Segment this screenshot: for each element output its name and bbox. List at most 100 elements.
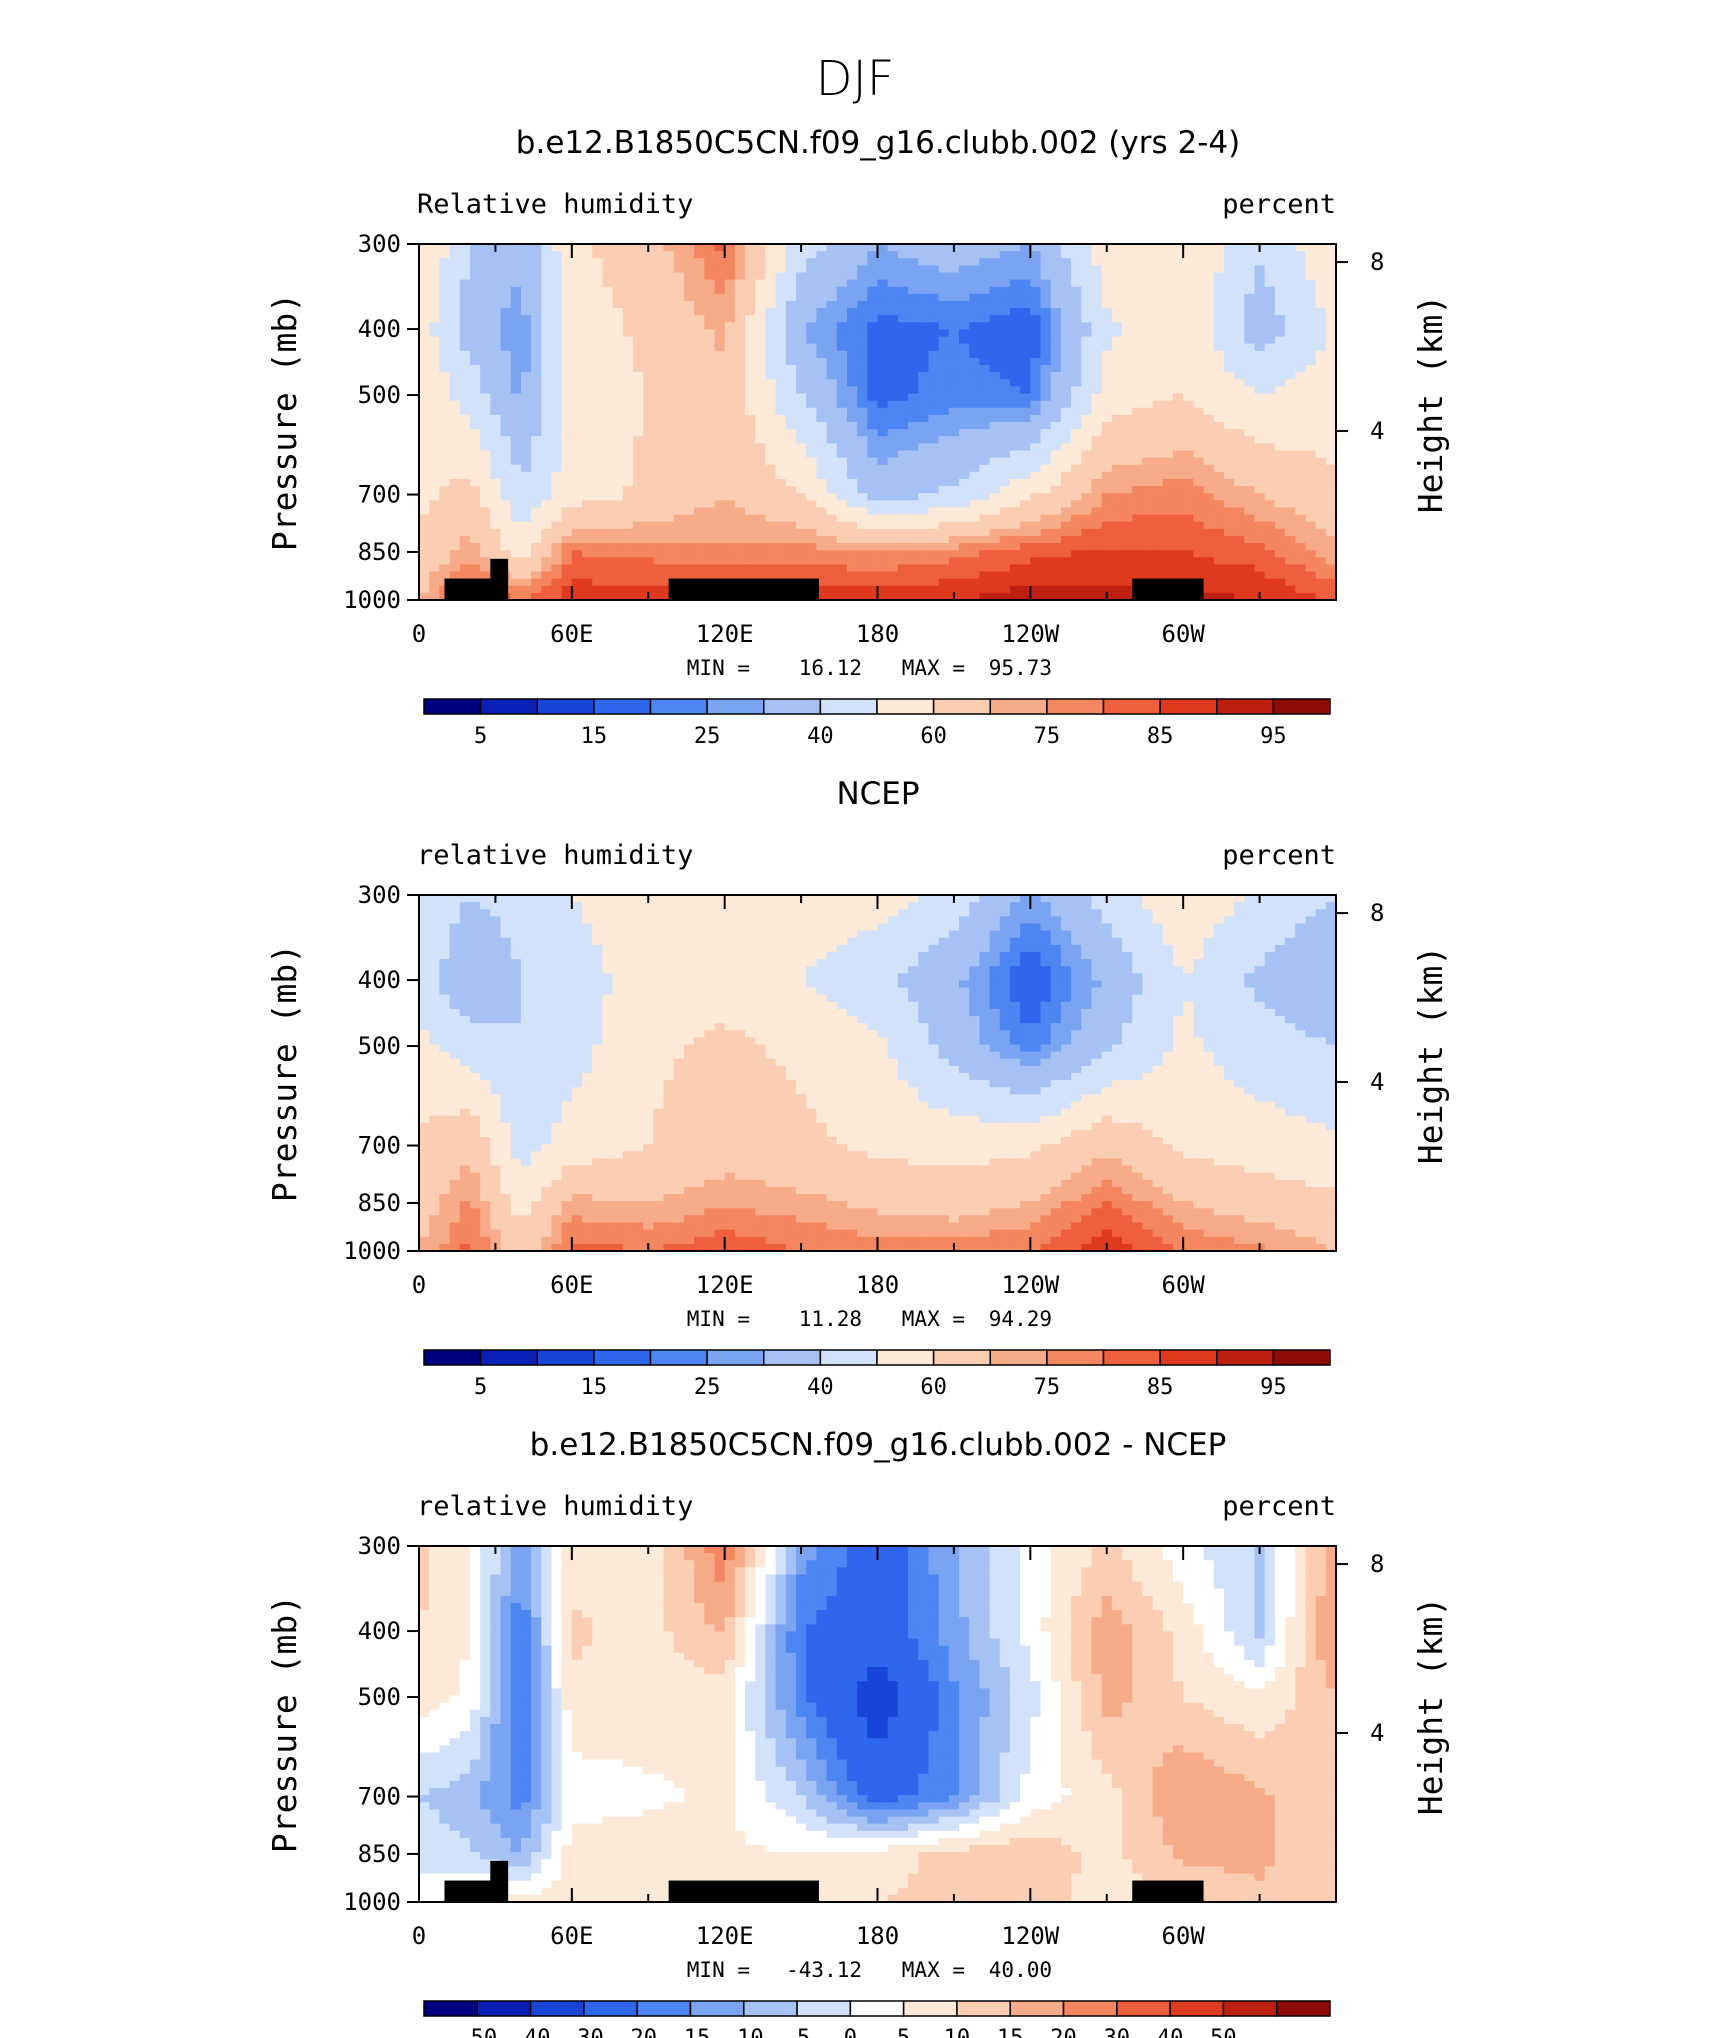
- contour-cell: [877, 535, 889, 544]
- contour-cell: [724, 265, 736, 274]
- contour-cell: [755, 279, 767, 288]
- contour-cell: [1234, 422, 1245, 430]
- contour-cell: [999, 251, 1011, 259]
- contour-cell: [1325, 393, 1337, 402]
- contour-cell: [1223, 372, 1235, 380]
- contour-cell: [745, 916, 756, 925]
- contour-cell: [582, 357, 593, 366]
- contour-cell: [1091, 592, 1103, 601]
- contour-cell: [704, 571, 716, 580]
- contour-cell: [1193, 357, 1205, 366]
- contour-cell: [999, 429, 1011, 437]
- contour-cell: [928, 258, 940, 266]
- contour-cell: [1264, 329, 1276, 338]
- contour-cell: [541, 909, 553, 917]
- contour-cell: [439, 300, 451, 309]
- contour-cell: [1142, 571, 1154, 580]
- contour-cell: [1315, 514, 1327, 523]
- contour-cell: [510, 422, 522, 430]
- contour-cell: [775, 500, 787, 509]
- contour-cell: [683, 414, 695, 423]
- contour-cell: [1244, 386, 1256, 395]
- contour-cell: [1122, 372, 1133, 380]
- contour-cell: [816, 393, 828, 402]
- contour-cell: [551, 486, 563, 494]
- contour-cell: [1264, 902, 1276, 910]
- contour-cell: [561, 244, 573, 252]
- contour-cell: [948, 258, 960, 266]
- contour-cell: [1162, 322, 1174, 331]
- contour-cell: [1152, 909, 1164, 917]
- contour-cell: [419, 571, 430, 580]
- contour-cell: [683, 372, 695, 380]
- contour-cell: [1009, 336, 1021, 345]
- contour-cell: [561, 507, 573, 516]
- contour-cell: [490, 450, 502, 459]
- contour-cell: [1285, 258, 1296, 266]
- contour-cell: [663, 443, 675, 452]
- contour-cell: [1285, 286, 1296, 295]
- contour-cell: [694, 902, 705, 910]
- contour-cell: [1295, 407, 1307, 416]
- contour-cell: [1285, 407, 1296, 416]
- contour-cell: [551, 279, 563, 288]
- contour-cell: [1030, 322, 1042, 331]
- contour-cell: [541, 464, 553, 473]
- contour-cell: [459, 564, 471, 573]
- contour-cell: [1101, 258, 1113, 266]
- contour-cell: [785, 300, 797, 309]
- contour-cell: [694, 464, 705, 473]
- contour-cell: [622, 350, 634, 359]
- contour-cell: [561, 386, 573, 395]
- contour-cell: [582, 429, 593, 437]
- contour-cell: [745, 244, 756, 252]
- contour-cell: [1142, 279, 1154, 288]
- contour-cell: [1020, 909, 1031, 917]
- contour-cell: [480, 457, 491, 466]
- contour-cell: [429, 895, 440, 903]
- contour-cell: [1009, 895, 1021, 903]
- contour-cell: [877, 379, 889, 387]
- contour-cell: [694, 571, 705, 580]
- contour-cell: [602, 272, 614, 281]
- contour-cell: [836, 500, 848, 509]
- contour-cell: [643, 372, 654, 380]
- contour-cell: [694, 372, 705, 380]
- contour-cell: [571, 464, 583, 473]
- contour-cell: [887, 336, 899, 345]
- contour-cell: [1122, 909, 1133, 917]
- contour-cell: [938, 535, 950, 544]
- contour-cell: [622, 258, 634, 266]
- x-tick-label: 60W: [1161, 620, 1205, 648]
- contour-cell: [602, 308, 614, 316]
- contour-cell: [643, 272, 654, 281]
- contour-cell: [1122, 514, 1133, 523]
- contour-cell: [612, 916, 624, 925]
- contour-cell: [510, 244, 522, 252]
- contour-cell: [795, 557, 807, 565]
- contour-cell: [1325, 251, 1337, 259]
- contour-cell: [1325, 322, 1337, 331]
- contour-cell: [419, 429, 430, 437]
- contour-cell: [622, 909, 634, 917]
- contour-cell: [429, 365, 440, 373]
- contour-cell: [643, 322, 654, 331]
- contour-cell: [1315, 365, 1327, 373]
- contour-cell: [510, 315, 522, 323]
- contour-cell: [867, 895, 879, 903]
- contour-cell: [1081, 507, 1093, 516]
- contour-cell: [602, 500, 614, 509]
- contour-cell: [1030, 393, 1042, 402]
- contour-cell: [846, 543, 858, 551]
- contour-cell: [602, 343, 614, 352]
- contour-cell: [561, 592, 573, 601]
- contour-cell: [1050, 350, 1062, 359]
- contour-cell: [724, 478, 736, 487]
- contour-cell: [520, 514, 532, 523]
- contour-cell: [1071, 365, 1082, 373]
- contour-cell: [887, 329, 899, 338]
- contour-cell: [571, 521, 583, 530]
- contour-cell: [1071, 429, 1082, 437]
- contour-cell: [948, 300, 960, 309]
- contour-cell: [765, 251, 777, 259]
